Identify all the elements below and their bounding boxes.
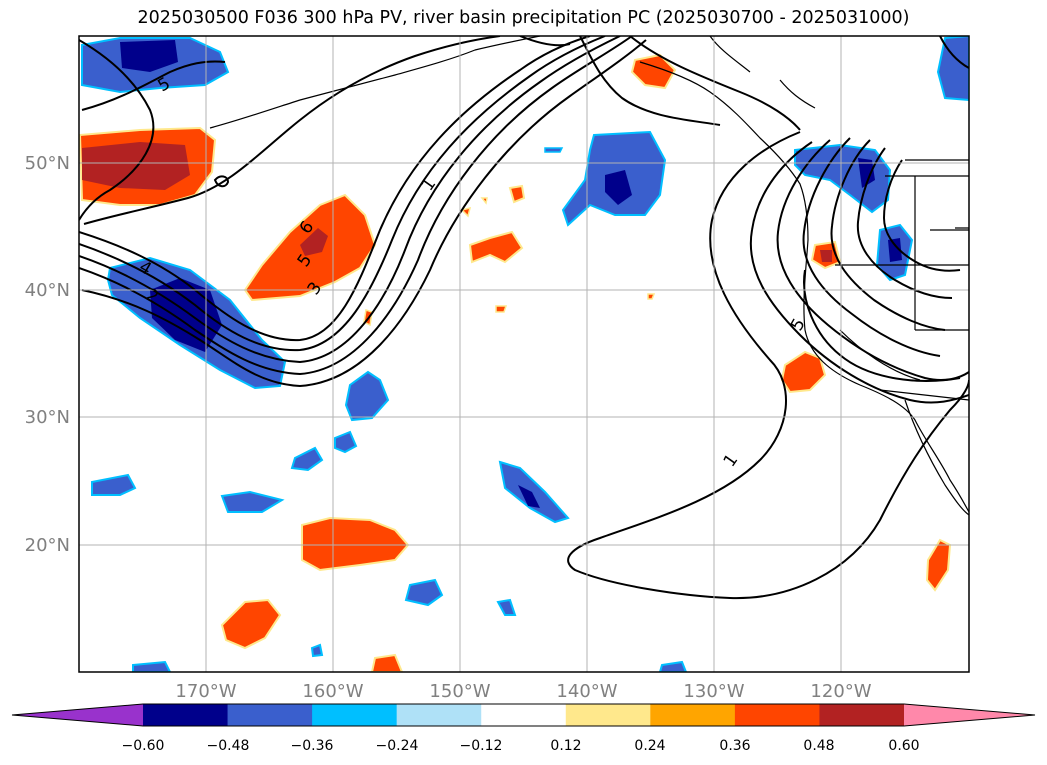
neg-region-mid6-core bbox=[518, 485, 540, 508]
neg-region-central-core bbox=[605, 170, 632, 205]
lon-label: 120°W bbox=[810, 681, 871, 702]
colorbar-tick: 0.12 bbox=[550, 738, 581, 754]
pos-region-small4 bbox=[647, 293, 656, 300]
neg-region-bottom bbox=[132, 660, 172, 672]
colorbar-bin bbox=[143, 704, 229, 726]
latitude-labels: 50°N 40°N 30°N 20°N bbox=[25, 153, 70, 556]
colorbar-bin bbox=[650, 704, 736, 726]
pos-region-nc2 bbox=[508, 184, 526, 204]
colorbar-tick: −0.12 bbox=[460, 738, 503, 754]
neg-region-mid8 bbox=[496, 598, 517, 616]
neg-region-mid6 bbox=[498, 460, 570, 524]
colorbar-bin bbox=[396, 704, 482, 726]
map-title: 2025030500 F036 300 hPa PV, river basin … bbox=[137, 8, 910, 28]
colorbar-tick-labels: −0.60 −0.48 −0.36 −0.24 −0.12 0.12 0.24 … bbox=[122, 738, 920, 754]
colorbar-tick: 0.60 bbox=[888, 738, 919, 754]
longitude-labels: 170°W 160°W 150°W 140°W 130°W 120°W bbox=[175, 681, 871, 702]
colorbar-tick: 0.36 bbox=[719, 738, 750, 754]
colorbar-tick: −0.24 bbox=[376, 738, 419, 754]
lon-label: 170°W bbox=[175, 681, 236, 702]
pos-region-hawaii bbox=[301, 516, 410, 572]
pos-region-nc bbox=[468, 230, 524, 264]
neg-region-bottom2 bbox=[658, 660, 688, 672]
neg-region-ne-core bbox=[858, 158, 875, 188]
lon-label: 130°W bbox=[683, 681, 744, 702]
pv-contours bbox=[79, 36, 969, 600]
colorbar-bin bbox=[312, 704, 398, 726]
colorbar-bin bbox=[481, 704, 567, 726]
pos-region-small5 bbox=[480, 197, 488, 205]
neg-region-mid2 bbox=[334, 430, 358, 454]
pos-region-nw-core bbox=[82, 142, 190, 190]
pos-region-bottom bbox=[370, 653, 404, 672]
pos-region-small1 bbox=[460, 206, 472, 218]
neg-region-mid4 bbox=[91, 473, 137, 496]
coastlines bbox=[209, 36, 969, 516]
colorbar-extend-max bbox=[904, 704, 1035, 726]
neg-region-small bbox=[310, 643, 324, 658]
neg-region-idaho-core bbox=[888, 238, 902, 262]
neg-region-tiny bbox=[544, 147, 564, 153]
neg-region-nw-core bbox=[120, 40, 178, 72]
gridlines bbox=[79, 36, 969, 672]
colorbar-bin bbox=[819, 704, 905, 726]
pos-region-sw bbox=[220, 598, 282, 650]
neg-region-mid7 bbox=[404, 578, 444, 607]
colorbar-bin bbox=[227, 704, 313, 726]
pos-region-mex bbox=[925, 538, 952, 592]
colorbar-tick: 0.48 bbox=[803, 738, 834, 754]
colorbar-tick: −0.60 bbox=[122, 738, 165, 754]
colorbar-tick: −0.36 bbox=[291, 738, 334, 754]
lon-label: 140°W bbox=[556, 681, 617, 702]
lon-label: 150°W bbox=[429, 681, 490, 702]
lat-label: 50°N bbox=[25, 153, 70, 174]
colorbar-tick: −0.48 bbox=[207, 738, 250, 754]
lat-label: 40°N bbox=[25, 280, 70, 301]
lat-label: 20°N bbox=[25, 535, 70, 556]
map-frame bbox=[78, 35, 970, 673]
neg-region-corner bbox=[936, 36, 969, 102]
colorbar-bin bbox=[565, 704, 651, 726]
pos-region-small3 bbox=[495, 305, 508, 313]
pos-region-ca-core bbox=[820, 250, 832, 262]
neg-region-mid3 bbox=[290, 446, 324, 472]
lon-label: 160°W bbox=[302, 681, 363, 702]
colorbar: −0.60 −0.48 −0.36 −0.24 −0.12 0.12 0.24 … bbox=[11, 703, 1036, 754]
colorbar-bin bbox=[734, 704, 820, 726]
lat-label: 30°N bbox=[25, 407, 70, 428]
colorbar-tick: 0.24 bbox=[634, 738, 665, 754]
neg-region-mid5 bbox=[220, 490, 285, 513]
positive-precip-regions bbox=[79, 53, 952, 672]
colorbar-outline bbox=[11, 703, 1036, 727]
colorbar-segments bbox=[12, 704, 1035, 726]
neg-region-mid1 bbox=[344, 370, 390, 422]
colorbar-extend-min bbox=[12, 704, 143, 726]
pos-region-central-core bbox=[300, 228, 328, 256]
